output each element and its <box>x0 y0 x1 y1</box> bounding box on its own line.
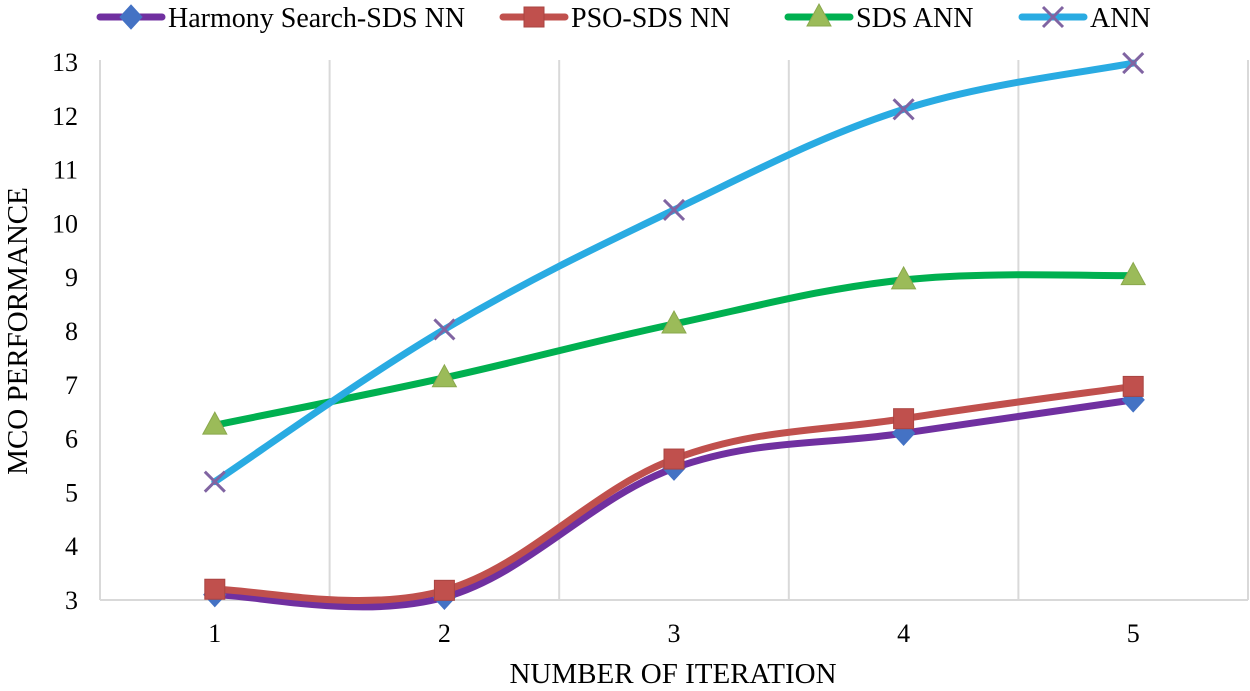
series-group <box>201 52 1147 611</box>
legend: Harmony Search-SDS NN PSO-SDS NN SDS ANN AN… <box>96 2 1151 34</box>
data-point <box>662 198 686 222</box>
x-tick-labels: 1 2 3 4 5 <box>208 619 1139 648</box>
series-1 <box>204 375 1144 604</box>
legend-label: SDS ANN <box>856 3 973 34</box>
y-tick-label: 13 <box>52 48 78 77</box>
y-tick-label: 4 <box>65 532 78 561</box>
y-tick-label: 5 <box>65 478 78 507</box>
x-axis-title: NUMBER OF ITERATION <box>509 658 836 690</box>
data-point <box>1122 52 1145 75</box>
series-3 <box>203 52 1145 493</box>
data-point <box>1120 261 1147 286</box>
legend-label: ANN <box>1090 3 1151 34</box>
legend-marker <box>119 4 143 30</box>
legend-marker <box>523 6 545 28</box>
series-2 <box>201 261 1147 435</box>
x-tick-label: 1 <box>208 619 221 648</box>
data-point <box>433 318 456 341</box>
y-tick-label: 3 <box>65 586 78 615</box>
y-tick-labels: 3 4 5 6 7 8 9 10 11 12 13 <box>52 48 78 615</box>
series-line-0 <box>211 396 1137 611</box>
y-tick-label: 10 <box>52 209 78 238</box>
x-tick-label: 3 <box>668 619 681 648</box>
y-tick-label: 9 <box>65 263 78 292</box>
legend-entry: Harmony Search-SDS NN <box>96 3 465 34</box>
y-tick-label: 8 <box>65 317 78 346</box>
legend-label: PSO-SDS NN <box>571 3 731 34</box>
data-point <box>661 309 687 334</box>
data-point <box>1122 375 1144 397</box>
legend-marker <box>1041 5 1065 29</box>
y-tick-label: 7 <box>65 371 78 400</box>
y-tick-label: 6 <box>65 425 78 454</box>
gridlines <box>328 60 1249 600</box>
x-tick-label: 2 <box>438 619 451 648</box>
y-tick-label: 11 <box>53 156 78 185</box>
y-tick-label: 12 <box>52 102 78 131</box>
data-point <box>203 470 226 493</box>
data-point <box>433 579 455 601</box>
y-axis-title: MCO PERFORMANCE <box>2 187 34 475</box>
data-point <box>431 363 458 388</box>
legend-label: Harmony Search-SDS NN <box>168 3 465 34</box>
x-tick-label: 5 <box>1127 619 1140 648</box>
x-tick-label: 4 <box>897 619 910 648</box>
legend-entry: ANN <box>1018 3 1151 34</box>
legend-entry: PSO-SDS NN <box>499 3 731 34</box>
data-point <box>892 98 915 121</box>
series-0 <box>203 387 1145 611</box>
legend-marker <box>806 2 832 27</box>
data-point <box>893 408 915 430</box>
data-point <box>890 265 917 290</box>
data-point <box>204 578 226 600</box>
data-point <box>201 411 228 435</box>
legend-entry: SDS ANN <box>784 2 973 34</box>
data-point <box>663 448 685 470</box>
